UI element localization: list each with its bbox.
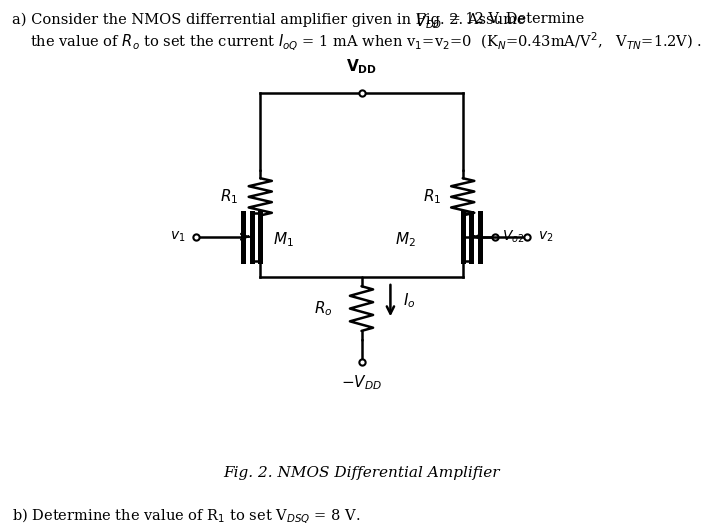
Text: $I_o$: $I_o$ [403,291,416,310]
Text: $v_1$: $v_1$ [170,229,185,244]
Text: $V_{DD}$: $V_{DD}$ [415,12,442,31]
Text: $M_2$: $M_2$ [395,230,416,249]
Text: $R_1$: $R_1$ [221,187,239,206]
Text: $M_1$: $M_1$ [273,230,294,249]
Text: b) Determine the value of R$_1$ to set V$_{DSQ}$ = 8 V.: b) Determine the value of R$_1$ to set V… [12,506,360,526]
Text: Fig. 2. NMOS Differential Amplifier: Fig. 2. NMOS Differential Amplifier [223,467,500,480]
Text: $v_2$: $v_2$ [538,229,553,244]
Text: the value of $R_o$ to set the current $I_{oQ}$ = 1 mA when v$_1$=v$_2$=0  (K$_N$: the value of $R_o$ to set the current $I… [30,30,703,52]
Text: = 12 V. Determine: = 12 V. Determine [444,12,584,26]
Text: a) Consider the NMOS differrential amplifier given in Fig. 2. Assume: a) Consider the NMOS differrential ampli… [12,12,530,27]
Text: $R_o$: $R_o$ [314,299,333,318]
Text: $V_{o2}$: $V_{o2}$ [502,229,525,245]
Text: $R_1$: $R_1$ [423,187,441,206]
Text: $- V_{DD}$: $- V_{DD}$ [341,373,382,392]
Text: $\mathbf{V_{DD}}$: $\mathbf{V_{DD}}$ [346,57,377,76]
